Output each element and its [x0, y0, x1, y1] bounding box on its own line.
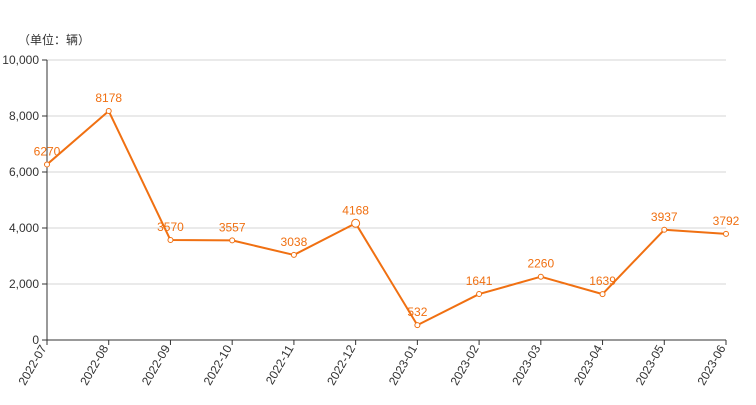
- data-point[interactable]: [661, 226, 668, 233]
- data-point[interactable]: [290, 251, 297, 258]
- data-point[interactable]: [167, 237, 174, 244]
- series-line-path: [46, 110, 727, 327]
- data-label: 3557: [219, 220, 246, 234]
- y-tick-label: 0: [32, 333, 39, 347]
- data-label: 2260: [527, 257, 554, 271]
- data-point[interactable]: [44, 161, 50, 168]
- data-point[interactable]: [229, 237, 236, 244]
- x-tick-label: 2022-10: [201, 342, 235, 387]
- x-tick-label: 2022-08: [77, 342, 111, 387]
- data-point[interactable]: [723, 230, 729, 237]
- unit-label: （单位：辆）: [18, 33, 91, 47]
- series-line: [46, 110, 727, 327]
- y-tick-labels: 0 2,000 4,000 6,000 8,000 10,000: [2, 53, 39, 347]
- y-tick-label: 6,000: [9, 165, 39, 179]
- x-tick-label: 2023-05: [633, 342, 667, 387]
- data-point[interactable]: [537, 273, 544, 280]
- data-label: 1639: [589, 274, 616, 288]
- y-tick-label: 2,000: [9, 277, 39, 291]
- x-tick-label: 2023-04: [571, 342, 605, 387]
- x-tick-label: 2023-02: [448, 342, 482, 387]
- axes: [42, 59, 727, 345]
- data-label: 3038: [281, 235, 308, 249]
- data-label: 3792: [713, 214, 740, 228]
- grid-lines: [47, 59, 726, 285]
- x-tick-labels: 2022-07 2022-08 2022-09 2022-10 2022-11 2022-…: [15, 342, 728, 387]
- x-tick-label: 2022-09: [139, 342, 173, 387]
- data-label: 532: [407, 305, 427, 319]
- x-tick-label: 2023-06: [694, 342, 728, 387]
- data-label: 1641: [466, 274, 493, 288]
- data-point[interactable]: [351, 218, 361, 228]
- x-tick-label: 2022-07: [15, 342, 49, 387]
- data-points: [44, 108, 729, 329]
- data-label: 6270: [34, 144, 61, 158]
- data-label: 8178: [95, 91, 122, 105]
- data-point[interactable]: [105, 108, 112, 115]
- data-label: 3937: [651, 210, 678, 224]
- x-tick-label: 2023-03: [509, 342, 543, 387]
- y-tick-label: 8,000: [9, 109, 39, 123]
- data-label: 3570: [157, 220, 184, 234]
- data-point[interactable]: [414, 322, 421, 329]
- data-label: 4168: [342, 203, 369, 217]
- y-tick-label: 10,000: [2, 53, 39, 67]
- data-point[interactable]: [599, 291, 606, 298]
- data-labels: 6270 8178 3570 3557 3038 4168 532 1641 2260 1639 3…: [34, 91, 740, 319]
- x-tick-label: 2022-11: [263, 342, 297, 387]
- x-tick-label: 2022-12: [324, 342, 358, 387]
- data-point[interactable]: [476, 291, 483, 298]
- y-tick-label: 4,000: [9, 221, 39, 235]
- x-tick-label: 2023-01: [386, 342, 420, 387]
